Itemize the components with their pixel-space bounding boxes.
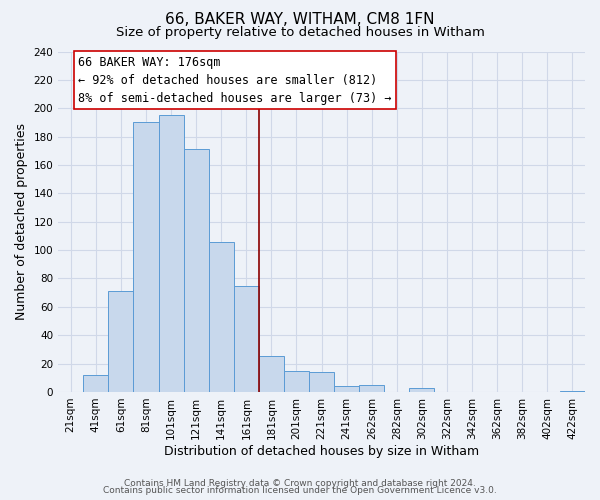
X-axis label: Distribution of detached houses by size in Witham: Distribution of detached houses by size … xyxy=(164,444,479,458)
Text: 66, BAKER WAY, WITHAM, CM8 1FN: 66, BAKER WAY, WITHAM, CM8 1FN xyxy=(165,12,435,28)
Bar xyxy=(184,150,209,392)
Text: 66 BAKER WAY: 176sqm
← 92% of detached houses are smaller (812)
8% of semi-detac: 66 BAKER WAY: 176sqm ← 92% of detached h… xyxy=(78,56,392,105)
Bar xyxy=(259,356,284,392)
Bar xyxy=(309,372,334,392)
Bar xyxy=(334,386,359,392)
Bar xyxy=(209,242,234,392)
Bar xyxy=(234,286,259,392)
Bar xyxy=(158,116,184,392)
Bar xyxy=(359,385,385,392)
Text: Contains public sector information licensed under the Open Government Licence v3: Contains public sector information licen… xyxy=(103,486,497,495)
Bar xyxy=(109,291,133,392)
Text: Contains HM Land Registry data © Crown copyright and database right 2024.: Contains HM Land Registry data © Crown c… xyxy=(124,478,476,488)
Bar xyxy=(409,388,434,392)
Bar xyxy=(560,390,585,392)
Bar xyxy=(83,375,109,392)
Text: Size of property relative to detached houses in Witham: Size of property relative to detached ho… xyxy=(116,26,484,39)
Y-axis label: Number of detached properties: Number of detached properties xyxy=(15,123,28,320)
Bar xyxy=(284,370,309,392)
Bar xyxy=(133,122,158,392)
